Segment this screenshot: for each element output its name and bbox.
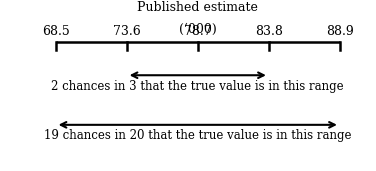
Text: 19 chances in 20 that the true value is in this range: 19 chances in 20 that the true value is … — [44, 129, 352, 142]
Text: Published estimate: Published estimate — [137, 1, 258, 14]
Text: 88.9: 88.9 — [326, 25, 354, 38]
Text: 78.7: 78.7 — [184, 25, 212, 38]
Text: 73.6: 73.6 — [113, 25, 141, 38]
Text: 68.5: 68.5 — [42, 25, 70, 38]
Text: 2 chances in 3 that the true value is in this range: 2 chances in 3 that the true value is in… — [52, 80, 344, 93]
Text: (‘000): (‘000) — [179, 23, 217, 36]
Text: 83.8: 83.8 — [255, 25, 283, 38]
